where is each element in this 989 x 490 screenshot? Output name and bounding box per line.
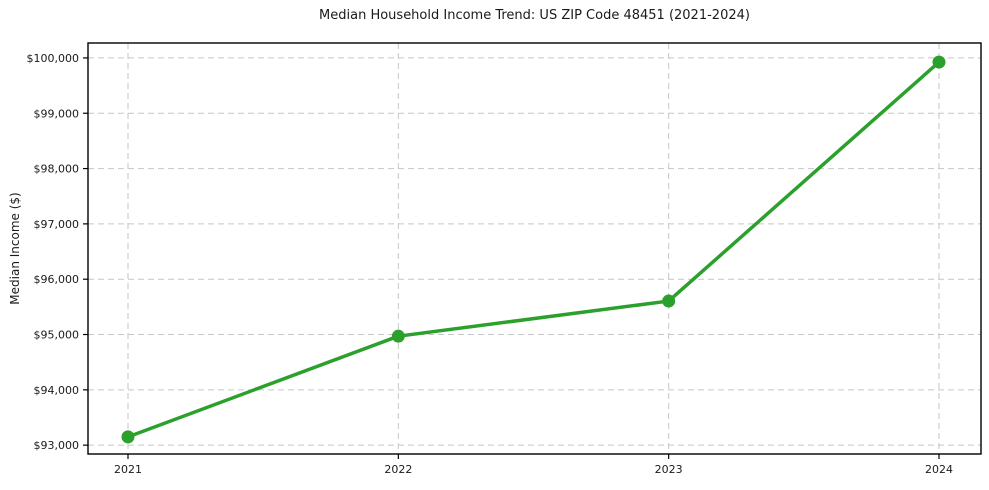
chart-title: Median Household Income Trend: US ZIP Co… [319,8,750,23]
data-point-2023 [662,294,676,308]
y-tick-label: $98,000 [34,163,80,176]
data-point-2022 [391,329,405,343]
trend-line [126,60,941,439]
y-axis-label: Median Income ($) [8,192,22,304]
grid-layer [88,43,981,454]
y-tick-label: $97,000 [34,218,80,231]
x-tick-label: 2021 [114,463,142,476]
y-tick-label: $94,000 [34,384,80,397]
x-tick-label: 2024 [925,463,953,476]
plot-border [87,42,982,455]
data-point-2021 [121,430,135,444]
y-tick-label: $99,000 [34,107,80,120]
data-layer [121,55,946,444]
y-tick-label: $95,000 [34,329,80,342]
y-tick-label: $93,000 [34,439,80,452]
axis-layer: $93,000 $94,000 $95,000 $96,000 $97,000 $98,0… [27,42,982,476]
x-tick-label: 2023 [655,463,683,476]
y-tick-label: $100,000 [27,52,80,65]
y-tick-label: $96,000 [34,273,80,286]
x-tick-label: 2022 [384,463,412,476]
data-point-2024 [932,55,946,69]
